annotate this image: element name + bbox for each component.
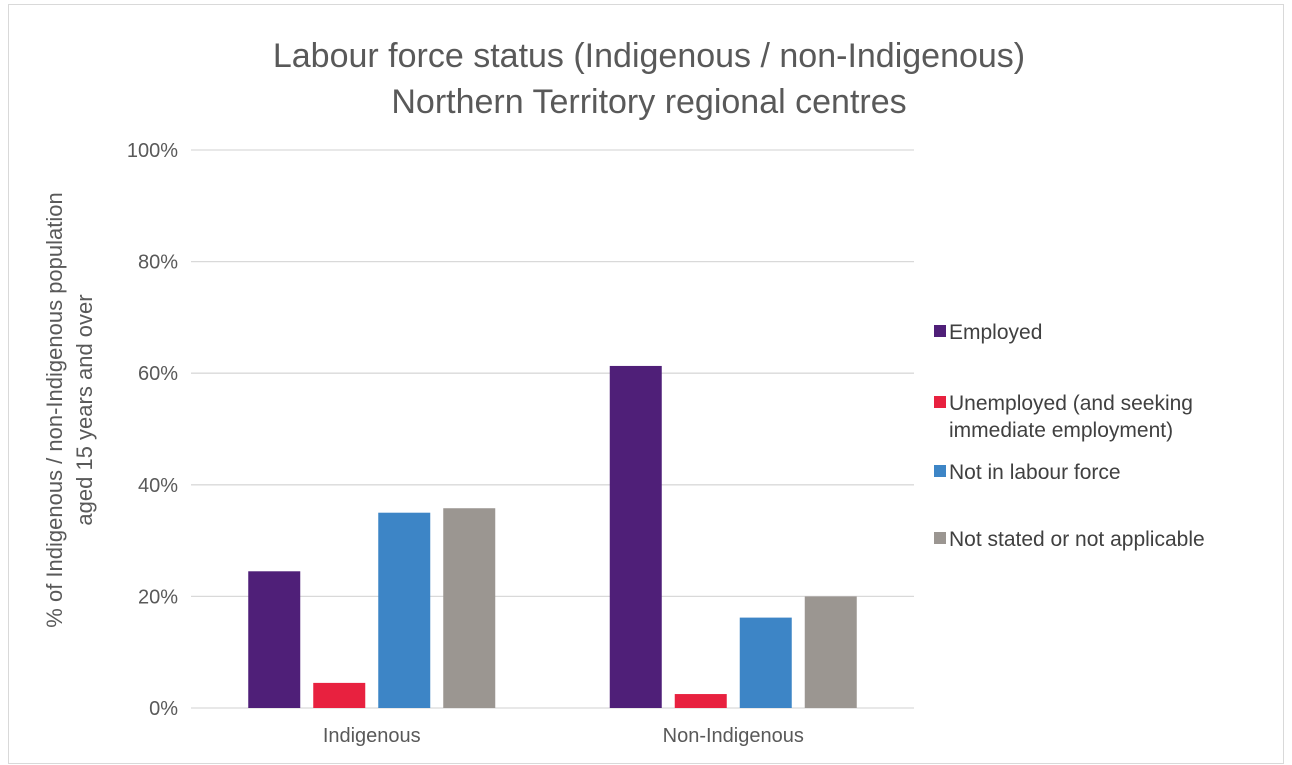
legend-swatch: [934, 532, 946, 544]
y-tick-labels: 0% 20% 40% 60% 80% 100%: [127, 140, 178, 720]
bars: [248, 365, 857, 708]
y-tick-label: 100%: [127, 140, 178, 162]
y-tick-label: 0%: [149, 698, 178, 720]
y-axis-title: % of Indigenous / non-Indigenous populat…: [42, 192, 97, 627]
bar-not-in-labour-force-non-indigenous: [739, 617, 792, 708]
bar-not-in-labour-force-indigenous: [378, 512, 431, 708]
chart-frame: Labour force status (Indigenous / non-In…: [8, 4, 1284, 764]
x-tick-label: Non-Indigenous: [663, 725, 804, 747]
x-tick-label: Indigenous: [323, 725, 421, 747]
y-axis-title-line-1: % of Indigenous / non-Indigenous populat…: [42, 192, 67, 627]
legend-swatch: [934, 396, 946, 408]
legend-label: Not in labour force: [949, 461, 1121, 484]
bar-not-stated-or-not-applicable-non-indigenous: [804, 596, 857, 708]
legend-swatch: [934, 325, 946, 337]
x-tick-labels: Indigenous Non-Indigenous: [323, 725, 804, 747]
legend-swatch: [934, 465, 946, 477]
legend-label: Unemployed (and seeking: [949, 392, 1193, 415]
legend-label: immediate employment): [949, 419, 1173, 442]
bar-employed-non-indigenous: [609, 365, 662, 708]
y-tick-label: 60%: [138, 363, 178, 385]
y-axis-title-line-2: aged 15 years and over: [72, 294, 97, 525]
chart-title-line-1: Labour force status (Indigenous / non-In…: [273, 37, 1025, 75]
y-tick-label: 80%: [138, 252, 178, 274]
legend-label: Employed: [949, 321, 1042, 344]
bar-not-stated-or-not-applicable-indigenous: [443, 508, 496, 708]
y-tick-label: 20%: [138, 586, 178, 608]
chart-svg: Labour force status (Indigenous / non-In…: [42, 37, 1205, 747]
y-tick-label: 40%: [138, 475, 178, 497]
bar-unemployed-and-seeking-immediate-employment-non-indigenous: [674, 694, 727, 708]
bar-unemployed-and-seeking-immediate-employment-indigenous: [313, 682, 366, 708]
legend-label: Not stated or not applicable: [949, 528, 1205, 551]
gridlines: [191, 149, 914, 709]
legend: Employed Unemployed (and seeking immediate…: [934, 321, 1205, 551]
chart-title-line-2: Northern Territory regional centres: [391, 83, 906, 121]
bar-employed-indigenous: [248, 571, 301, 708]
